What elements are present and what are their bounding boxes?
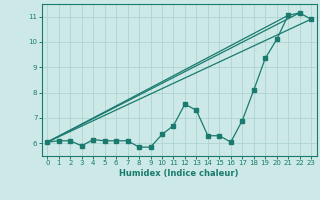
X-axis label: Humidex (Indice chaleur): Humidex (Indice chaleur) [119,169,239,178]
